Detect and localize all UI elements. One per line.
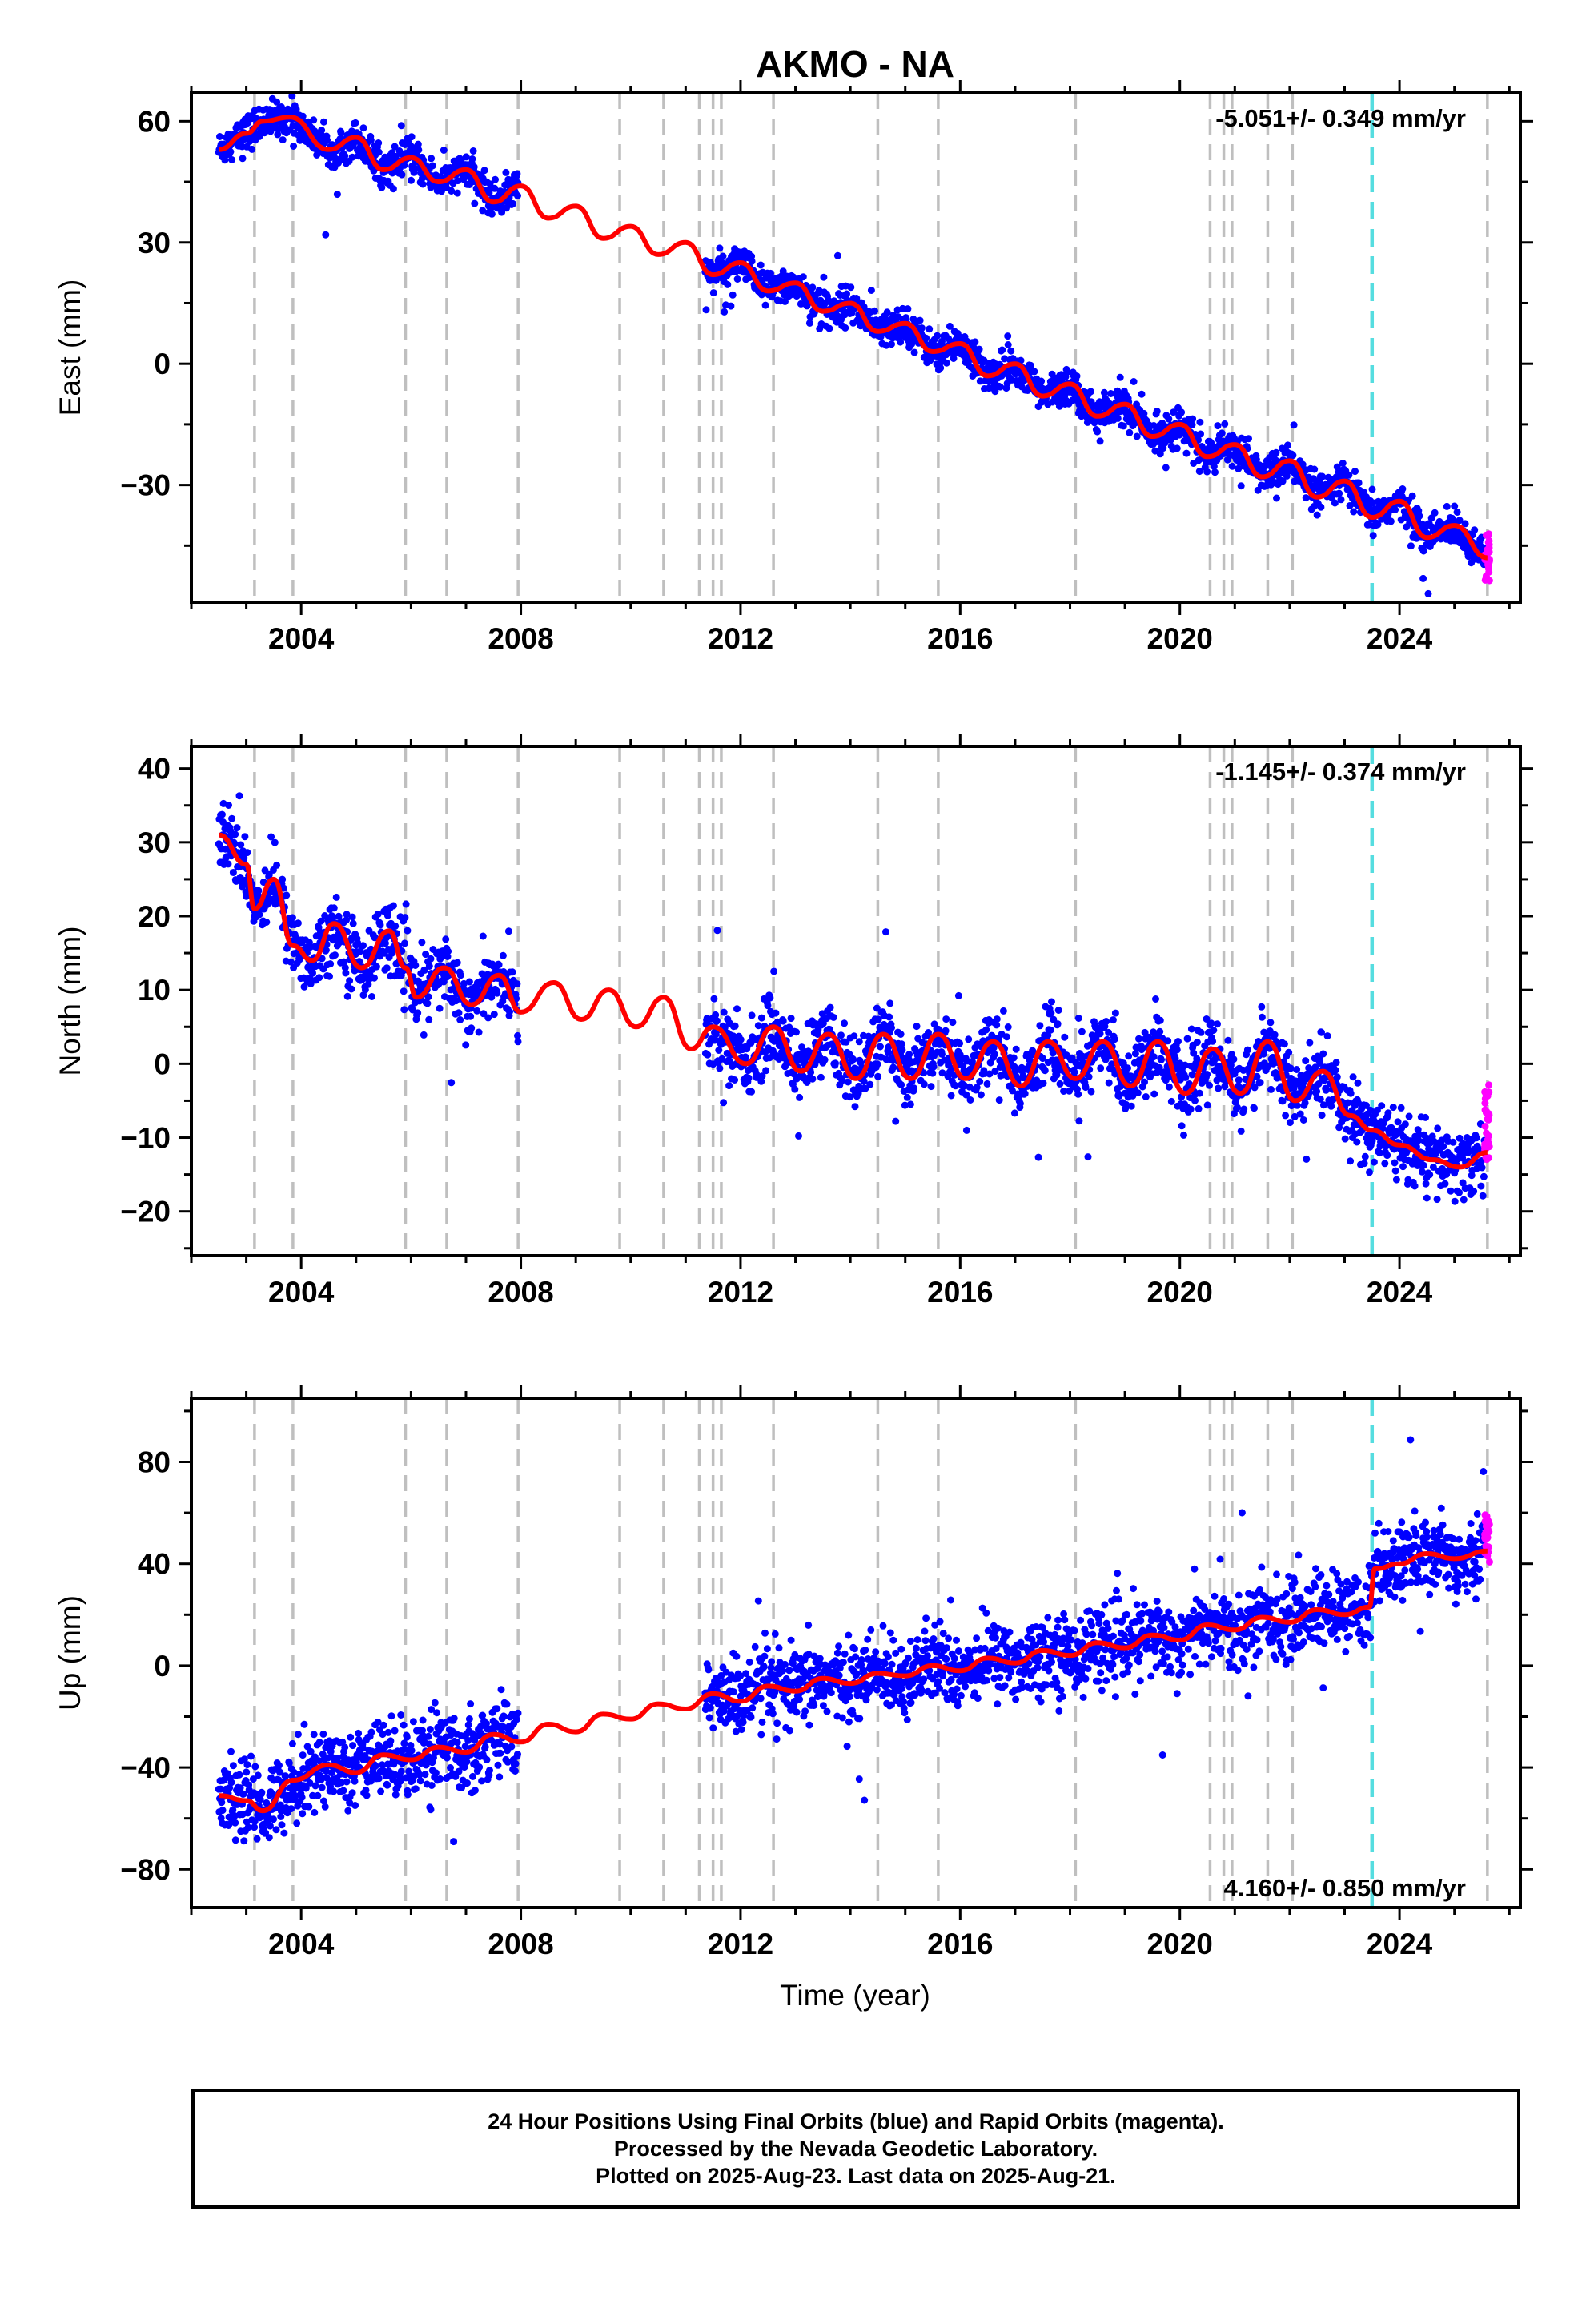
x-tick-label: 2012 [708,622,773,655]
y-tick-label: −40 [120,1751,171,1784]
y-tick-label: 60 [138,105,171,138]
model-fit-line [218,115,1488,561]
caption-line-1: 24 Hour Positions Using Final Orbits (bl… [488,2109,1224,2133]
model-fit-line [218,832,1488,1170]
x-tick-label: 2020 [1147,1928,1213,1960]
up-panel: 2004 2008 2012 2016 2020 2024 −80 −40 0 40 80 Up (m… [54,1385,1533,1960]
y-axis-label: East (mm) [54,279,86,416]
velocity-annotation: -1.145+/- 0.374 mm/yr [1215,758,1466,786]
x-tick-label: 2012 [708,1276,773,1309]
model-fit-line [219,1548,1488,1814]
y-tick-label: 0 [154,348,171,380]
x-tick-label: 2016 [927,622,993,655]
y-tick-label: −10 [120,1122,171,1155]
plot-area [191,1398,1520,1908]
plot-content [215,93,1493,602]
rapid-orbits-points [1481,1511,1493,1566]
x-tick-label: 2008 [488,1276,553,1309]
y-tick-label: 10 [138,974,171,1007]
y-axis-label: North (mm) [54,926,86,1076]
x-tick-label: 2016 [927,1928,993,1960]
x-tick-label: 2004 [268,1276,335,1309]
y-tick-label: −30 [120,469,171,502]
caption-box: 24 Hour Positions Using Final Orbits (bl… [191,2089,1520,2209]
x-tick-label: 2012 [708,1928,773,1960]
y-tick-label: −80 [120,1853,171,1886]
x-axis-label: Time (year) [780,1979,930,2012]
north-panel: 2004 2008 2012 2016 2020 2024 −20 −10 0 10 20 30 40 N… [54,734,1533,1309]
y-tick-label: 40 [138,753,171,786]
plot-frame [190,1397,1522,1909]
y-tick-label: 30 [138,826,171,859]
y-tick-label: 80 [138,1446,171,1479]
x-tick-label: 2004 [268,1928,335,1960]
y-tick-label: 0 [154,1047,171,1080]
y-tick-label: 0 [154,1650,171,1683]
caption-line-2: Processed by the Nevada Geodetic Laborat… [613,2137,1098,2161]
plot-content [215,1398,1493,1908]
chart-title: AKMO - NA [756,43,954,85]
y-tick-label: 40 [138,1548,171,1581]
plot-frame [190,91,1522,604]
plot-content [215,746,1493,1256]
x-tick-label: 2008 [488,1928,553,1960]
x-tick-label: 2024 [1367,1928,1433,1960]
x-tick-label: 2020 [1147,622,1213,655]
x-tick-label: 2016 [927,1276,993,1309]
velocity-annotation: 4.160+/- 0.850 mm/yr [1224,1874,1466,1902]
x-tick-label: 2024 [1367,1276,1433,1309]
x-tick-label: 2004 [268,622,335,655]
x-tick-label: 2008 [488,622,553,655]
plot-frame [190,745,1522,1257]
y-tick-label: 20 [138,900,171,933]
velocity-annotation: -5.051+/- 0.349 mm/yr [1215,104,1466,132]
plot-area [191,746,1520,1256]
caption-line-3: Plotted on 2025-Aug-23. Last data on 202… [596,2164,1116,2188]
east-panel: 2004 2008 2012 2016 2020 2024 −30 0 30 60 East (mm… [54,80,1533,655]
rapid-orbits-points [1481,1081,1493,1164]
x-tick-label: 2024 [1367,622,1433,655]
y-tick-label: 30 [138,227,171,259]
y-axis-label: Up (mm) [54,1595,86,1711]
x-tick-label: 2020 [1147,1276,1213,1309]
y-tick-label: −20 [120,1196,171,1228]
